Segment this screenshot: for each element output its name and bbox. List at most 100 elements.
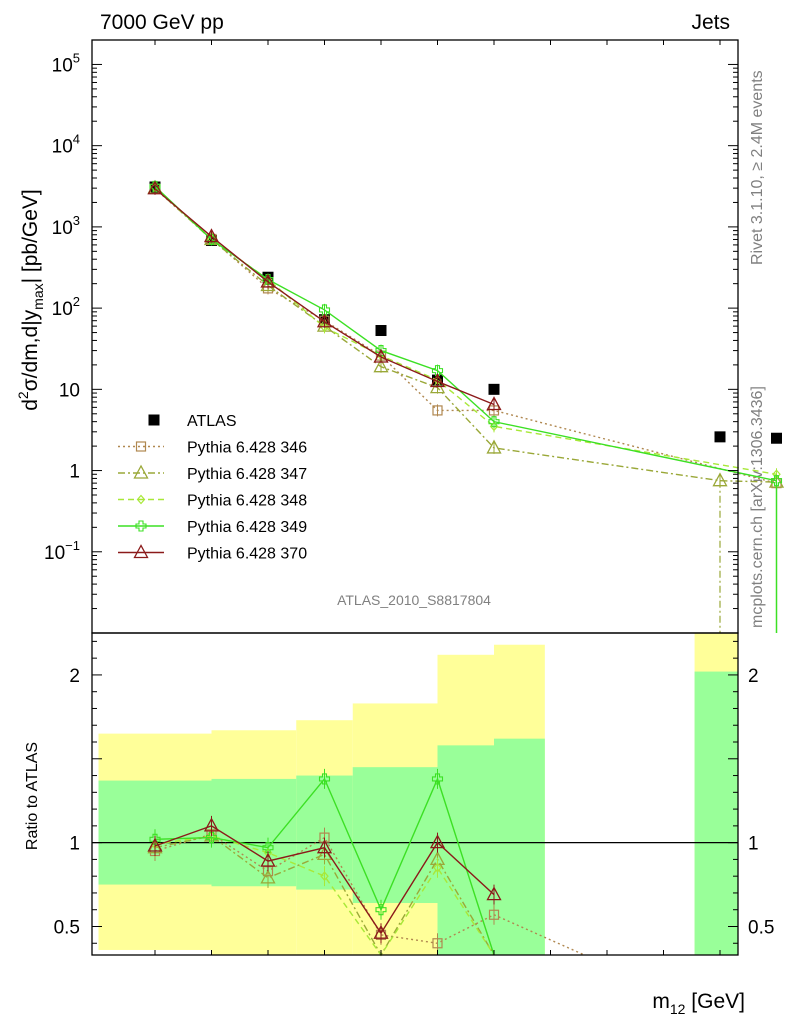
main-plot-frame [91, 39, 739, 634]
main-point-p347-6 [486, 439, 502, 454]
ratio-point-p349-4 [375, 904, 387, 916]
ratio-ytick-label-right-2: 2 [748, 666, 759, 687]
legend-marker-atlas [148, 414, 160, 426]
main-point-p370-6 [486, 396, 502, 411]
legend-label-p346: Pythia 6.428 346 [187, 440, 307, 457]
green-band-1 [211, 778, 297, 887]
ratio-series-p370 [147, 815, 502, 944]
ratio-ytick-label-right-0: 0.5 [748, 917, 774, 938]
ratio-point-p370-2 [260, 852, 276, 867]
ratio-point-p348-5 [433, 862, 442, 873]
legend-marker-p347 [133, 464, 149, 479]
legend-marker-p348 [136, 494, 146, 505]
ratio-point-p346-5 [432, 938, 443, 949]
main-point-p349-7 [770, 475, 783, 487]
header-left: 7000 GeV pp [100, 11, 224, 34]
ratio-point-p370-0 [147, 837, 163, 852]
green-band-6 [694, 671, 738, 955]
legend-label-p347: Pythia 6.428 347 [187, 466, 307, 483]
main-line-p370 [154, 188, 495, 406]
ratio-point-p349-5 [431, 773, 444, 785]
ratio-point-p349-0 [149, 833, 161, 845]
main-series-p370 [147, 180, 502, 411]
ratio-point-p370-6 [486, 886, 502, 901]
legend-marker-p349 [135, 520, 147, 532]
ratio-point-p370-3 [316, 839, 333, 854]
main-point-p370-0 [147, 180, 163, 195]
ratio-point-p346-6 [488, 909, 500, 920]
main-ytick-label-6: 105 [52, 50, 80, 76]
ratio-uncertainty-bands [98, 633, 738, 955]
ratio-ytick-label-left-1: 1 [69, 834, 80, 855]
ratio-ytick-label-left-2: 2 [69, 666, 80, 687]
main-line-p348 [154, 187, 777, 475]
main-point-atlas-6 [488, 383, 500, 395]
rivet-label: Rivet 3.1.10, ≥ 2.4M events [749, 70, 766, 265]
mcplots-label: mcplots.cern.ch [arXiv:1306.3436] [749, 386, 766, 628]
green-band-4 [437, 745, 494, 955]
analysis-id: ATLAS_2010_S8817804 [337, 592, 491, 608]
green-band-3 [352, 767, 438, 904]
legend-label-p348: Pythia 6.428 348 [187, 493, 307, 510]
main-ytick-label-5: 104 [52, 132, 80, 158]
main-point-p349-5 [431, 365, 444, 377]
main-series-p348 [150, 181, 781, 481]
main-point-p370-2 [260, 273, 276, 288]
header-right: Jets [691, 11, 730, 34]
legend-item-atlas: ATLAS [148, 413, 237, 430]
ratio-plot-frame [91, 632, 739, 956]
main-series-atlas [149, 181, 782, 444]
main-point-p349-6 [488, 416, 500, 428]
main-point-p370-4 [373, 348, 389, 363]
main-ytick-label-3: 102 [52, 294, 80, 320]
legend-item-p347: Pythia 6.428 347 [118, 464, 307, 483]
legend-item-p348: Pythia 6.428 348 [118, 493, 307, 510]
ratio-line-p346 [154, 833, 585, 956]
main-ytick-label-0: 10−1 [44, 538, 80, 564]
ratio-y-axis-label: Ratio to ATLAS [24, 742, 41, 850]
ratio-point-p347-2 [260, 869, 276, 884]
legend-item-p349: Pythia 6.428 349 [118, 519, 307, 536]
ratio-ytick-label-right-1: 1 [748, 834, 759, 855]
legend-label-p349: Pythia 6.428 349 [187, 519, 307, 536]
axes-frames: 10−1 1 10 102 103 104 105 0.5 0.5 1 1 2 2 [44, 39, 774, 956]
ratio-point-p370-4 [373, 924, 389, 939]
legend-marker-p346 [135, 441, 147, 452]
main-series-group [147, 179, 785, 633]
main-point-p347-4 [373, 358, 389, 373]
legend-label-p370: Pythia 6.428 370 [187, 546, 307, 563]
ratio-point-p349-1 [205, 832, 218, 844]
main-point-p349-3 [318, 304, 331, 316]
ratio-series-group [92, 768, 738, 957]
main-point-p348-3 [320, 322, 329, 333]
main-line-p347 [154, 187, 777, 483]
legend-marker-p370 [133, 544, 149, 559]
main-point-p370-5 [429, 373, 446, 388]
main-point-p370-1 [203, 228, 220, 243]
ratio-point-p349-2 [262, 842, 274, 854]
main-ytick-label-4: 103 [52, 213, 80, 239]
ratio-ytick-label-left-0: 0.5 [54, 917, 80, 938]
legend-item-p346: Pythia 6.428 346 [118, 440, 307, 457]
main-ytick-label-2: 10 [59, 380, 80, 401]
ratio-point-p370-1 [203, 817, 220, 832]
main-line-p349 [154, 185, 777, 482]
legend: ATLAS Pythia 6.428 346 Pythia 6.428 347 Pyt… [118, 413, 307, 563]
main-y-axis-label: d2σ/dm,d|ymax| [pb/GeV] [15, 189, 46, 411]
ratio-point-p348-3 [320, 871, 329, 882]
ratio-point-p349-3 [318, 773, 331, 785]
legend-label-atlas: ATLAS [187, 413, 237, 430]
main-point-atlas-7 [714, 431, 726, 443]
green-band-5 [494, 738, 545, 955]
ratio-series-p349 [149, 768, 495, 956]
ratio-point-p370-5 [429, 834, 446, 849]
main-ytick-label-1: 1 [69, 462, 80, 483]
legend-item-p370: Pythia 6.428 370 [118, 544, 307, 563]
main-point-p346-5 [432, 405, 443, 416]
main-point-atlas-8 [771, 432, 782, 444]
main-point-p349-4 [375, 345, 387, 357]
main-point-atlas-4 [375, 325, 387, 337]
main-point-p370-3 [316, 313, 333, 328]
x-axis-label: m12 [GeV] [652, 990, 745, 1017]
